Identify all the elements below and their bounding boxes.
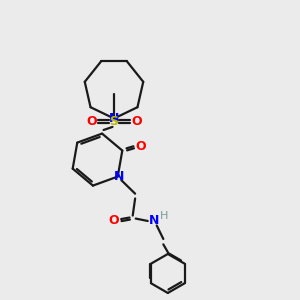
- Text: O: O: [131, 115, 142, 128]
- Text: H: H: [160, 212, 168, 221]
- Text: O: O: [136, 140, 146, 153]
- Text: O: O: [86, 115, 97, 128]
- Text: O: O: [109, 214, 119, 226]
- Text: N: N: [109, 112, 119, 125]
- Text: N: N: [149, 214, 160, 227]
- Text: S: S: [110, 115, 118, 128]
- Text: N: N: [114, 170, 124, 183]
